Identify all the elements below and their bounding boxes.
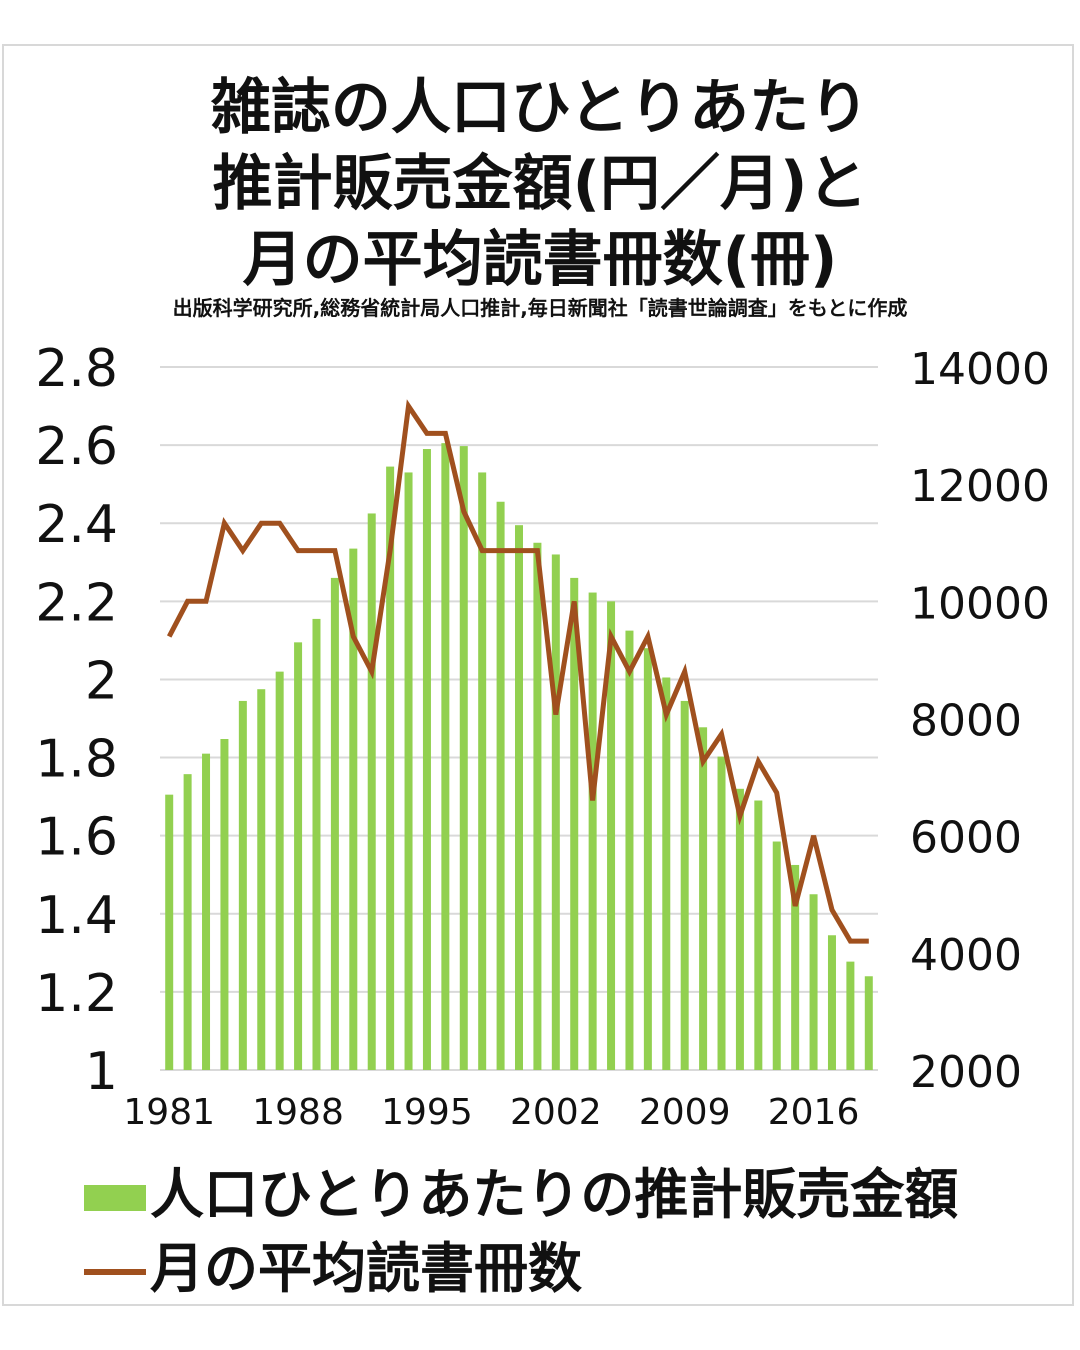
left-axis-tick-label: 1.8 [35, 730, 118, 790]
left-axis-tick-label: 2 [85, 651, 118, 711]
bar-2014 [772, 841, 781, 1070]
bar-2001 [533, 542, 542, 1070]
right-axis-tick-label: 12000 [910, 461, 1050, 512]
bar-2002 [551, 554, 560, 1070]
right-axis-tick-label: 2000 [910, 1047, 1022, 1098]
x-axis-tick-label: 1995 [381, 1092, 473, 1133]
left-axis-tick-label: 1.6 [35, 808, 118, 868]
left-axis-tick-label: 2.2 [35, 573, 118, 633]
bar-1990 [330, 577, 339, 1070]
left-axis-tick-label: 2.6 [35, 417, 118, 477]
bar-2004 [588, 592, 597, 1070]
left-axis-tick-label: 1.4 [35, 886, 118, 946]
chart-title-line-2: 推計販売金額(円／月)と [212, 149, 868, 219]
bar-2017 [827, 935, 836, 1070]
legend-swatch-bar [84, 1185, 146, 1212]
right-axis-tick-label: 10000 [910, 578, 1050, 629]
bar-2008 [662, 677, 671, 1070]
bar-1986 [257, 689, 266, 1070]
bar-1982 [183, 774, 192, 1070]
bar-1992 [367, 513, 376, 1070]
bar-1999 [496, 501, 505, 1070]
legend-item-line: 月の平均読書冊数 [84, 1224, 582, 1303]
left-axis-tick-label: 2.8 [35, 339, 118, 399]
bar-1989 [312, 618, 321, 1070]
bar-1983 [202, 753, 211, 1070]
bar-1981 [165, 794, 174, 1070]
bar-2010 [699, 727, 708, 1070]
left-axis-tick-label: 1.2 [35, 964, 118, 1024]
reading-line [166, 399, 869, 944]
right-axis-tick-label: 4000 [910, 930, 1022, 981]
bar-1993 [386, 466, 395, 1070]
bar-2007 [643, 648, 652, 1070]
right-axis-tick-label: 14000 [910, 344, 1050, 395]
bar-2000 [515, 525, 523, 1070]
bar-2013 [754, 800, 763, 1070]
bar-1994 [404, 472, 413, 1070]
legend-swatch-line [84, 1269, 146, 1276]
legend-label-line: 月の平均読書冊数 [150, 1237, 582, 1300]
right-axis-tick-label: 8000 [910, 696, 1022, 747]
bar-2009 [680, 700, 689, 1070]
left-axis-tick-label: 2.4 [35, 495, 118, 555]
bar-1991 [349, 548, 358, 1070]
bar-1995 [422, 449, 431, 1070]
bar-1998 [478, 472, 487, 1070]
chart-title-line-1: 雑誌の人口ひとりあたり [210, 73, 870, 143]
left-axis-tick-label: 1 [85, 1042, 118, 1102]
chart-title-line-3: 月の平均読書冊数(冊) [242, 225, 838, 295]
bar-2012 [735, 788, 744, 1070]
bar-2003 [570, 577, 579, 1070]
bar-1997 [459, 446, 468, 1070]
x-axis-tick-label: 1981 [123, 1092, 215, 1133]
bar-2019 [864, 976, 873, 1070]
bar-2006 [625, 630, 634, 1070]
legend-label-bar: 人口ひとりあたりの推計販売金額 [150, 1163, 959, 1226]
x-axis-tick-label: 2009 [639, 1092, 731, 1133]
x-axis-tick-label: 2016 [768, 1092, 860, 1133]
bar-2018 [846, 961, 855, 1070]
bar-1996 [441, 443, 450, 1070]
chart-source-note: 出版科学研究所,総務省統計局人口推計,毎日新聞社「読書世論調査」をもとに作成 [172, 296, 908, 320]
x-axis-tick-label: 1988 [252, 1092, 344, 1133]
bar-2011 [717, 756, 726, 1070]
legend-item-bar: 人口ひとりあたりの推計販売金額 [84, 1150, 958, 1229]
bar-2016 [809, 894, 818, 1070]
bar-1988 [294, 642, 303, 1070]
bar-1984 [220, 739, 229, 1070]
bar-1987 [275, 671, 284, 1070]
bar-1985 [238, 700, 247, 1070]
x-axis-tick-label: 2002 [510, 1092, 602, 1133]
bar-2005 [607, 601, 616, 1070]
right-axis-tick-label: 6000 [910, 813, 1022, 864]
bar-2015 [791, 864, 800, 1070]
